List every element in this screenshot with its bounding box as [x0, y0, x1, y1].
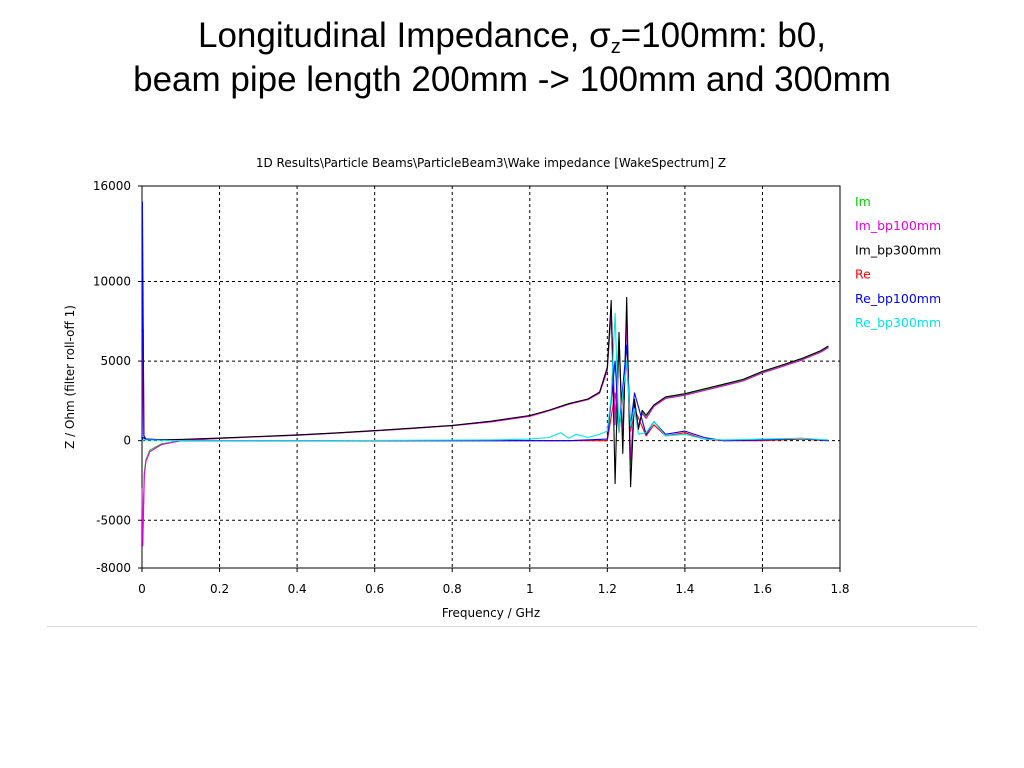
chart-title: 1D Results\Particle Beams\ParticleBeam3\…	[256, 156, 726, 170]
x-tick-label: 1.8	[830, 582, 849, 596]
legend-entry: Re	[855, 267, 871, 282]
x-tick-label: 0	[138, 582, 146, 596]
x-tick-labels: 0 0.2 0.4 0.6 0.8 1 1.2 1.4 1.6 1.8	[138, 568, 850, 596]
grid	[142, 186, 840, 568]
y-tick-label: 16000	[93, 179, 131, 193]
x-axis-label: Frequency / GHz	[442, 606, 540, 620]
series-line-im	[141, 312, 829, 537]
legend-entry: Re_bp100mm	[855, 291, 941, 306]
legend: Im Im_bp100mm Im_bp300mm Re Re_bp100mm Re_bp3…	[855, 194, 941, 330]
x-tick-label: 0.8	[443, 582, 462, 596]
x-tick-label: 1.6	[753, 582, 772, 596]
slide-title-line2: beam pipe length 200mm -> 100mm and 300m…	[133, 60, 891, 99]
legend-entry: Im	[855, 194, 871, 209]
legend-entry: Im_bp100mm	[855, 218, 941, 233]
x-tick-label: 0.4	[288, 582, 307, 596]
divider-line	[47, 626, 977, 627]
series-layer	[141, 201, 829, 547]
series-line-im-bp100mm	[141, 308, 829, 547]
y-tick-label: 5000	[100, 354, 131, 368]
y-tick-label: 0	[123, 434, 131, 448]
series-line-re-bp100mm	[141, 201, 829, 442]
title-part-b: =100mm: b0,	[620, 16, 826, 55]
title-subscript: z	[610, 36, 621, 58]
plot-frame	[141, 185, 841, 569]
y-tick-label: 10000	[93, 275, 131, 289]
y-axis-label: Z / Ohm (filter roll-off 1)	[63, 305, 77, 449]
y-tick-label: -5000	[96, 513, 131, 527]
x-tick-label: 0.2	[210, 582, 229, 596]
x-tick-label: 0.6	[365, 582, 384, 596]
x-tick-label: 1	[526, 582, 534, 596]
x-tick-label: 1.2	[598, 582, 617, 596]
impedance-chart: 1D Results\Particle Beams\ParticleBeam3\…	[63, 156, 941, 620]
slide-title: Longitudinal Impedance, σz=100mm: b0, be…	[0, 14, 1024, 102]
slide-title-line1: Longitudinal Impedance, σz=100mm: b0,	[0, 14, 1024, 58]
series-line-re-bp300mm	[141, 312, 829, 442]
y-tick-label: -8000	[96, 561, 131, 575]
series-line-im-bp300mm	[141, 296, 829, 488]
y-tick-labels: -8000 -5000 0 5000 10000 16000	[93, 179, 142, 575]
legend-entry: Im_bp300mm	[855, 242, 941, 257]
title-part-a: Longitudinal Impedance, σ	[198, 16, 611, 55]
x-tick-label: 1.4	[675, 582, 694, 596]
legend-entry: Re_bp300mm	[855, 315, 941, 330]
